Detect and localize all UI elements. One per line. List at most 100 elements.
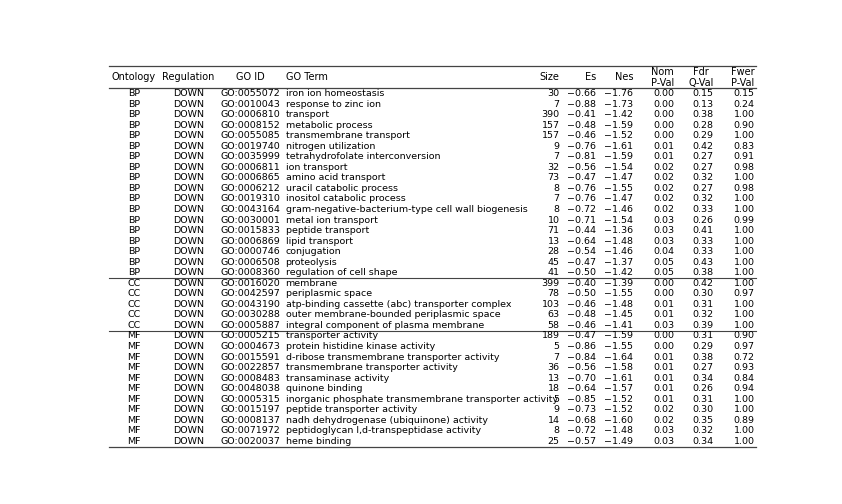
Text: −1.52: −1.52 (605, 131, 633, 140)
Text: BP: BP (128, 152, 140, 161)
Text: transaminase activity: transaminase activity (285, 373, 389, 383)
Text: 0.01: 0.01 (653, 310, 674, 320)
Text: −0.88: −0.88 (568, 100, 596, 109)
Text: MF: MF (127, 426, 141, 435)
Text: 0.89: 0.89 (733, 416, 754, 425)
Text: 0.02: 0.02 (653, 163, 674, 172)
Text: BP: BP (128, 163, 140, 172)
Text: −1.46: −1.46 (605, 247, 633, 256)
Text: 0.04: 0.04 (653, 247, 674, 256)
Text: 0.28: 0.28 (692, 121, 713, 130)
Text: BP: BP (128, 258, 140, 267)
Text: 0.02: 0.02 (653, 173, 674, 182)
Text: DOWN: DOWN (173, 131, 204, 140)
Text: DOWN: DOWN (173, 332, 204, 341)
Text: proteolysis: proteolysis (285, 258, 338, 267)
Text: −0.56: −0.56 (568, 163, 596, 172)
Text: DOWN: DOWN (173, 184, 204, 193)
Text: 0.00: 0.00 (653, 289, 674, 298)
Text: −0.57: −0.57 (568, 437, 596, 446)
Text: 1.00: 1.00 (733, 195, 754, 204)
Text: DOWN: DOWN (173, 173, 204, 182)
Text: 0.30: 0.30 (692, 405, 713, 414)
Text: −1.55: −1.55 (605, 342, 633, 351)
Text: CC: CC (127, 321, 141, 330)
Text: GO:0048038: GO:0048038 (221, 384, 280, 393)
Text: −1.42: −1.42 (605, 268, 633, 277)
Text: GO:0015833: GO:0015833 (221, 226, 280, 235)
Text: −0.48: −0.48 (568, 310, 596, 320)
Text: heme binding: heme binding (285, 437, 351, 446)
Text: 1.00: 1.00 (733, 405, 754, 414)
Text: 0.05: 0.05 (653, 268, 674, 277)
Text: GO:0055072: GO:0055072 (221, 89, 280, 98)
Text: nitrogen utilization: nitrogen utilization (285, 142, 375, 151)
Text: −1.37: −1.37 (605, 258, 633, 267)
Text: 0.93: 0.93 (733, 363, 754, 372)
Text: 1.00: 1.00 (733, 173, 754, 182)
Text: peptide transport: peptide transport (285, 226, 369, 235)
Text: 0.83: 0.83 (733, 142, 754, 151)
Text: 1.00: 1.00 (733, 321, 754, 330)
Text: Nom
P-Val: Nom P-Val (651, 67, 674, 88)
Text: transporter activity: transporter activity (285, 332, 378, 341)
Text: 8: 8 (553, 205, 560, 214)
Text: 14: 14 (547, 416, 560, 425)
Text: DOWN: DOWN (173, 258, 204, 267)
Text: BP: BP (128, 205, 140, 214)
Text: GO:0000746: GO:0000746 (221, 247, 280, 256)
Text: GO:0008483: GO:0008483 (221, 373, 280, 383)
Text: −0.50: −0.50 (568, 268, 596, 277)
Text: 0.38: 0.38 (692, 268, 713, 277)
Text: −0.41: −0.41 (568, 110, 596, 119)
Text: uracil catabolic process: uracil catabolic process (285, 184, 397, 193)
Text: DOWN: DOWN (173, 121, 204, 130)
Text: −1.61: −1.61 (605, 142, 633, 151)
Text: 0.03: 0.03 (653, 226, 674, 235)
Text: GO:0055085: GO:0055085 (221, 131, 280, 140)
Text: −0.47: −0.47 (568, 173, 596, 182)
Text: MF: MF (127, 405, 141, 414)
Text: atp-binding cassette (abc) transporter complex: atp-binding cassette (abc) transporter c… (285, 300, 511, 309)
Text: −0.46: −0.46 (568, 321, 596, 330)
Text: DOWN: DOWN (173, 384, 204, 393)
Text: −0.76: −0.76 (568, 142, 596, 151)
Text: 0.97: 0.97 (733, 342, 754, 351)
Text: −1.48: −1.48 (605, 237, 633, 245)
Text: DOWN: DOWN (173, 289, 204, 298)
Text: DOWN: DOWN (173, 300, 204, 309)
Text: −0.70: −0.70 (568, 373, 596, 383)
Text: 1.00: 1.00 (733, 437, 754, 446)
Text: 1.00: 1.00 (733, 426, 754, 435)
Text: MF: MF (127, 384, 141, 393)
Text: Size: Size (540, 73, 560, 82)
Text: 8: 8 (553, 184, 560, 193)
Text: GO Term: GO Term (285, 73, 328, 82)
Text: 0.27: 0.27 (692, 184, 713, 193)
Text: GO:0008152: GO:0008152 (221, 121, 280, 130)
Text: 0.33: 0.33 (692, 247, 713, 256)
Text: ion transport: ion transport (285, 163, 347, 172)
Text: protein histidine kinase activity: protein histidine kinase activity (285, 342, 434, 351)
Text: −0.71: −0.71 (568, 216, 596, 225)
Text: 157: 157 (541, 131, 560, 140)
Text: 0.01: 0.01 (653, 353, 674, 361)
Text: MF: MF (127, 363, 141, 372)
Text: DOWN: DOWN (173, 373, 204, 383)
Text: −0.68: −0.68 (568, 416, 596, 425)
Text: Ontology: Ontology (112, 73, 156, 82)
Text: GO:0019310: GO:0019310 (221, 195, 280, 204)
Text: 9: 9 (553, 142, 560, 151)
Text: DOWN: DOWN (173, 142, 204, 151)
Text: DOWN: DOWN (173, 416, 204, 425)
Text: BP: BP (128, 216, 140, 225)
Text: −0.46: −0.46 (568, 300, 596, 309)
Text: 0.01: 0.01 (653, 142, 674, 151)
Text: 0.35: 0.35 (692, 416, 713, 425)
Text: DOWN: DOWN (173, 353, 204, 361)
Text: −1.58: −1.58 (605, 363, 633, 372)
Text: GO:0008137: GO:0008137 (221, 416, 280, 425)
Text: −0.72: −0.72 (568, 205, 596, 214)
Text: quinone binding: quinone binding (285, 384, 362, 393)
Text: metabolic process: metabolic process (285, 121, 372, 130)
